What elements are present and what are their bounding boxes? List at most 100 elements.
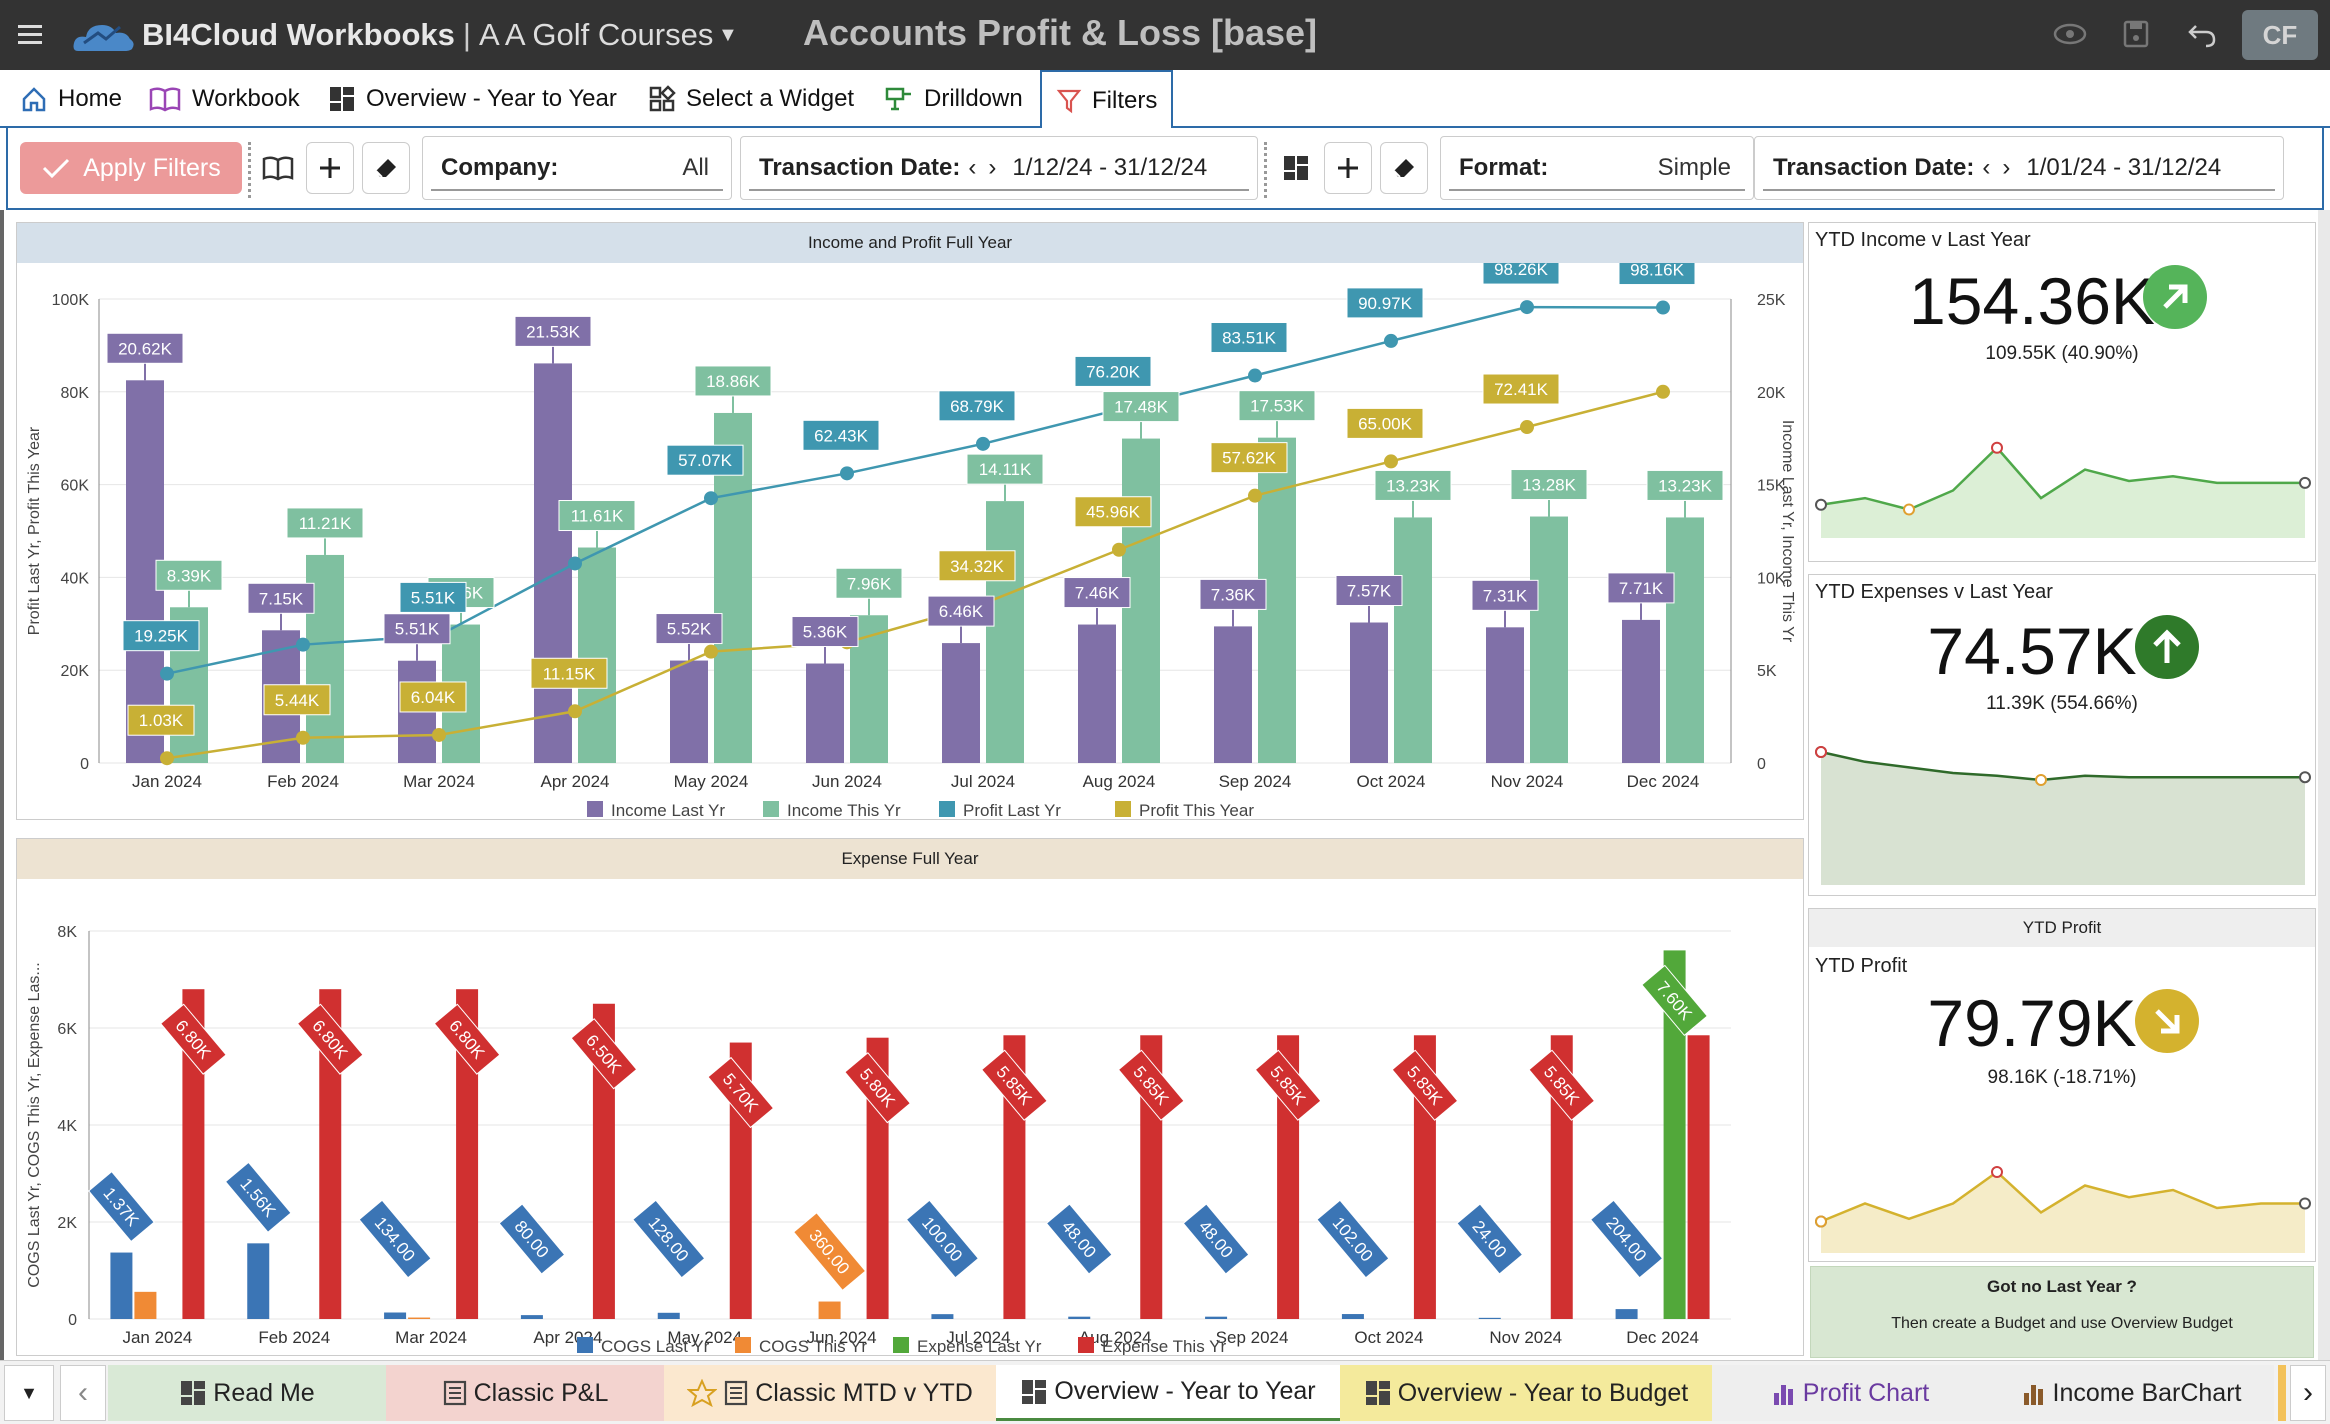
sparkline-point [2035, 774, 2047, 786]
label-income-last-yr-box [1199, 578, 1267, 610]
tab-drilldown[interactable]: Drilldown [884, 70, 1023, 128]
label-expense-this-yr-box [1528, 1049, 1596, 1121]
label-profit-last-yr-group: 5.51K [399, 581, 467, 613]
company-filter[interactable]: Company: All [422, 136, 732, 200]
label-profit-this-year: 1.03K [139, 711, 184, 730]
label-profit-this-year: 65.00K [1358, 414, 1413, 433]
sheet-overview-year[interactable]: Overview - Year to Year [996, 1365, 1340, 1421]
kpi-income-value: 154.36K [1909, 264, 2155, 338]
undo-icon[interactable] [2184, 16, 2220, 52]
left-tick-label: 80K [61, 385, 90, 402]
label-income-this-yr-box [1374, 469, 1452, 501]
tab-filters[interactable]: Filters [1040, 70, 1174, 130]
add-filter-button-2[interactable] [1324, 142, 1372, 194]
save-icon[interactable] [2118, 16, 2154, 52]
sheet-overview-budget[interactable]: Overview - Year to Budget [1340, 1365, 1712, 1421]
right-tick-label: 25K [1757, 292, 1786, 309]
point-profit-this-year [160, 751, 174, 766]
x-tick-label: May 2024 [667, 1328, 742, 1347]
underline [749, 189, 1249, 191]
underline [1763, 189, 2275, 191]
drill-icon [885, 87, 911, 111]
x-tick-label: Dec 2024 [1627, 772, 1700, 791]
label-income-last-yr-box [383, 613, 451, 645]
scroll-left-icon[interactable]: ‹ [60, 1365, 106, 1421]
label-income-this-yr-box [286, 507, 364, 539]
sheet-classic-pl[interactable]: Classic P&L [386, 1365, 664, 1421]
avatar[interactable]: CF [2242, 10, 2318, 60]
label-profit-last-yr-box [399, 581, 467, 613]
label-income-last-yr-box [1063, 577, 1131, 609]
clear-filter-button[interactable] [362, 142, 410, 194]
label-cogs-last-yr-group: 48.00 [1182, 1203, 1250, 1275]
plus-icon [1338, 158, 1358, 178]
brand-separator: | [462, 17, 471, 52]
label-income-last-yr: 20.62K [118, 339, 173, 358]
sheet-classic-mtd[interactable]: Classic MTD v YTD [664, 1365, 996, 1421]
tab-home[interactable]: Home [20, 70, 122, 128]
bookmark-button[interactable] [254, 142, 302, 194]
legend-swatch [893, 1337, 909, 1353]
profit-this-year-line [166, 390, 1664, 760]
apply-filters-button[interactable]: Apply Filters [20, 142, 242, 194]
legend-swatch [939, 801, 955, 817]
tab-workbook[interactable]: Workbook [148, 70, 300, 128]
label-profit-this-year: 45.96K [1086, 503, 1141, 522]
x-tick-label: Aug 2024 [1083, 772, 1156, 791]
sheet-menu-button[interactable]: ▼ [4, 1365, 54, 1421]
transaction-date-filter-2[interactable]: Transaction Date: ‹ › 1/01/24 - 31/12/24 [1754, 136, 2284, 200]
x-tick-label: Jul 2024 [946, 1328, 1010, 1347]
prev-period-icon[interactable]: ‹ [1982, 154, 1991, 181]
sparkline-point [1991, 441, 2003, 454]
company-dropdown-icon[interactable]: ▼ [718, 24, 738, 46]
label-income-this-yr-group: 13.23K [1646, 469, 1724, 501]
transaction-date-filter[interactable]: Transaction Date: ‹ › 1/12/24 - 31/12/24 [740, 136, 1258, 200]
label-profit-last-yr-group: 83.51K [1210, 322, 1288, 354]
sheet-read-me[interactable]: Read Me [108, 1365, 386, 1421]
label-profit-last-yr-box [938, 390, 1016, 422]
tab-select-widget[interactable]: Select a Widget [648, 70, 854, 128]
layout-button[interactable] [1272, 142, 1320, 194]
tab-overview[interactable]: Overview - Year to Year [328, 70, 617, 128]
label-income-last-yr-box [927, 595, 995, 627]
dashboard-icon [1022, 1379, 1047, 1404]
label-profit-last-yr-group: 19.25K [122, 620, 200, 652]
sparkline-area [1821, 447, 2305, 538]
kpi-expenses-value: 74.57K [1927, 614, 2137, 688]
add-filter-button[interactable] [306, 142, 354, 194]
point-profit-last-yr [1248, 368, 1262, 383]
label-income-last-yr-box [1335, 575, 1403, 607]
title-bar: BI4Cloud Workbooks | A A Golf Courses ▼ … [0, 0, 2330, 70]
next-period-icon[interactable]: › [988, 154, 997, 181]
company-filter-label: Company: [441, 154, 559, 181]
transaction-date-value: 1/12/24 - 31/12/24 [1012, 154, 1208, 181]
sheet-profit-chart[interactable]: Profit Chart [1712, 1365, 1988, 1421]
next-period-icon[interactable]: › [2002, 154, 2011, 181]
grid-icon [1284, 156, 1308, 180]
clear-filter-button-2[interactable] [1380, 142, 1428, 194]
label-profit-this-year-group: 65.00K [1346, 407, 1424, 439]
label-cogs-last-yr-group: 100.00 [905, 1199, 980, 1279]
kpi-profit-value: 79.79K [1927, 986, 2137, 1060]
label-income-this-yr-group: 17.53K [1238, 390, 1316, 422]
label-profit-last-yr: 83.51K [1222, 329, 1277, 348]
format-filter[interactable]: Format: Simple [1440, 136, 1754, 200]
x-tick-label: Jun 2024 [807, 1328, 877, 1347]
label-income-this-yr: 13.23K [1386, 476, 1441, 495]
label-income-this-yr-box [966, 453, 1044, 485]
brand[interactable]: BI4Cloud Workbooks | A A Golf Courses [70, 12, 713, 58]
label-profit-last-yr-group: 98.26K [1482, 263, 1560, 285]
menu-icon[interactable] [14, 18, 46, 50]
scroll-right-icon[interactable]: › [2290, 1365, 2326, 1421]
y-tick-label: 4K [57, 1118, 77, 1135]
eye-icon[interactable] [2052, 16, 2088, 52]
label-income-last-yr: 7.31K [1483, 586, 1528, 605]
sheet-income-barchart[interactable]: Income BarChart [1988, 1365, 2274, 1421]
prev-period-icon[interactable]: ‹ [968, 154, 977, 181]
bar-income-last-yr [1078, 624, 1116, 763]
label-income-this-yr-box [1510, 469, 1588, 501]
scrollbar[interactable] [2318, 210, 2330, 1360]
tab-filters-label: Filters [1092, 87, 1158, 114]
x-tick-label: Feb 2024 [267, 772, 339, 791]
arrow-down-right-icon [2135, 989, 2199, 1053]
